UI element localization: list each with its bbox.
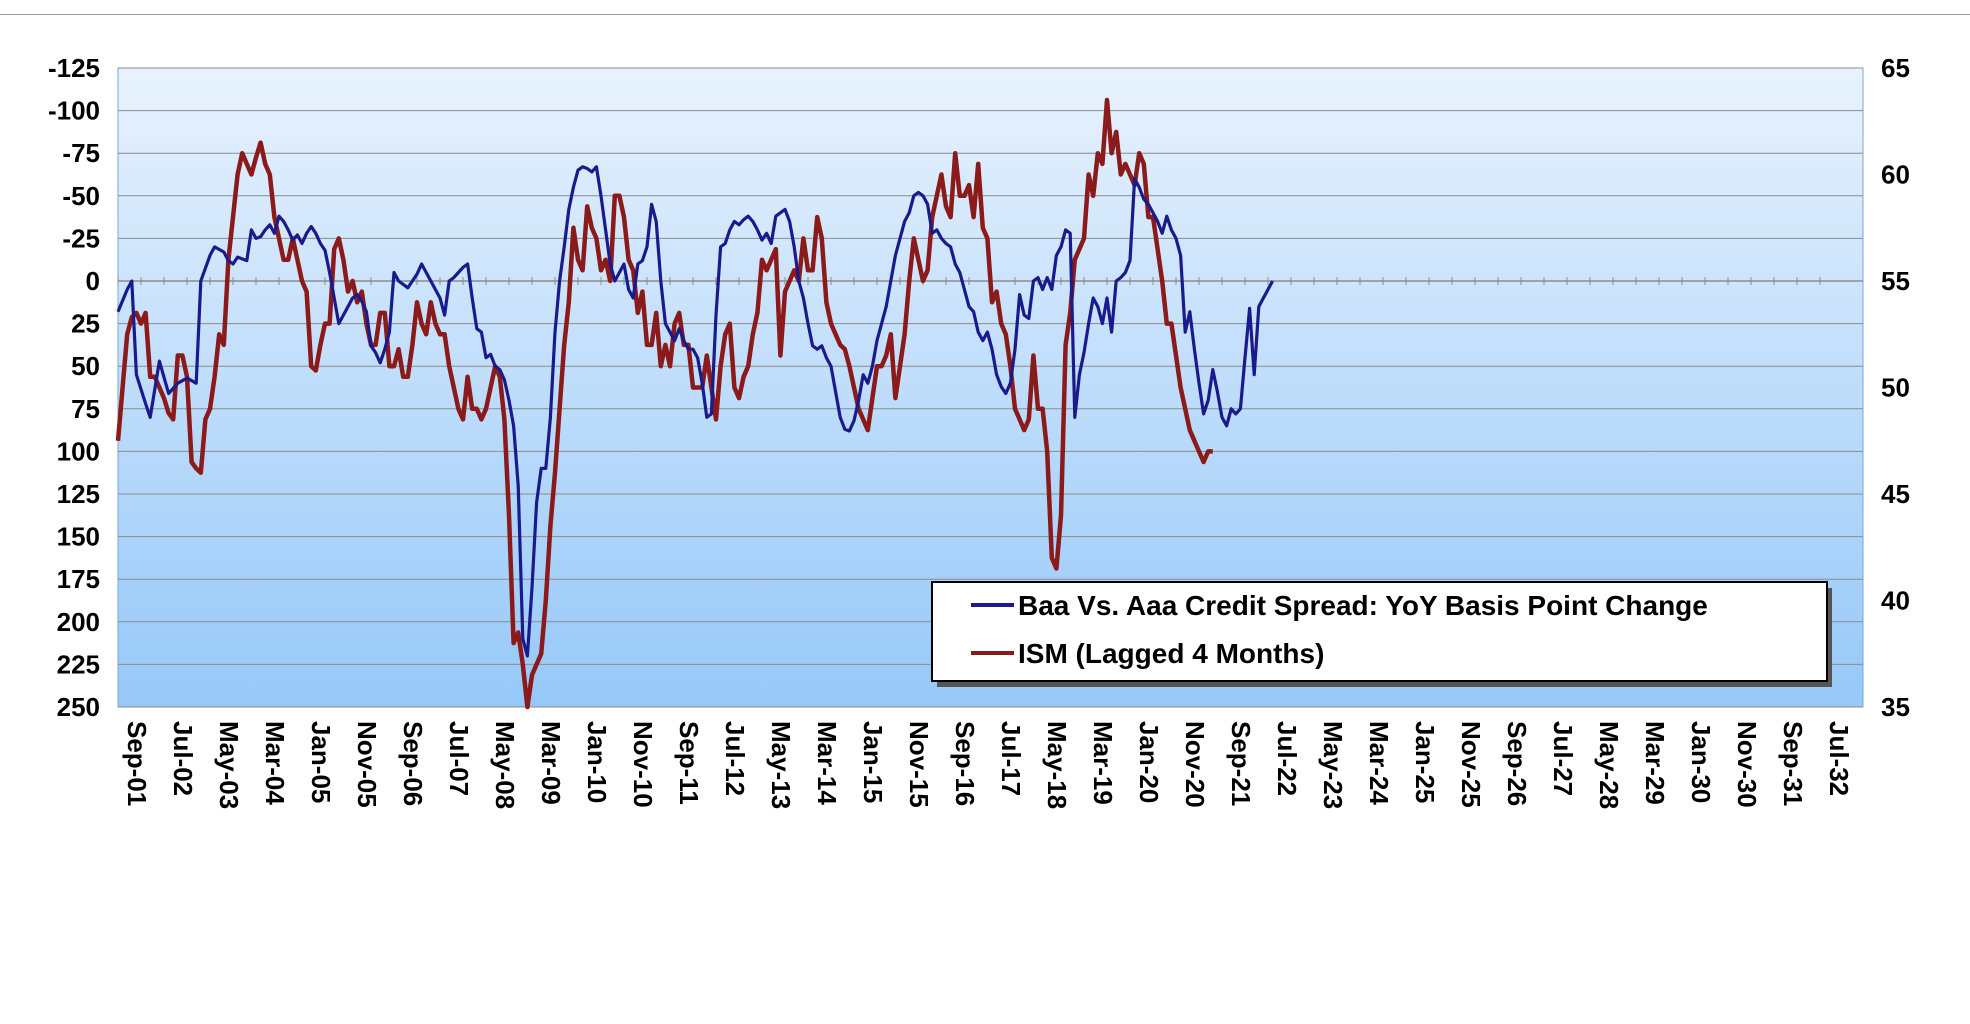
left-tick-label: 175 bbox=[57, 564, 100, 594]
right-tick-label: 55 bbox=[1881, 266, 1910, 296]
x-tick-label: May-08 bbox=[490, 721, 520, 809]
x-tick-label: Sep-11 bbox=[674, 721, 704, 805]
left-tick-label: 250 bbox=[57, 692, 100, 722]
x-axis: Sep-01 Jul-02 May-03 Mar-04 Jan-05 Nov-05 Sep-… bbox=[122, 721, 1854, 809]
legend-box bbox=[931, 581, 1828, 682]
x-tick-label: Jan-10 bbox=[582, 721, 612, 803]
x-tick-label: Nov-30 bbox=[1732, 721, 1762, 808]
x-tick-label: Jan-30 bbox=[1686, 721, 1716, 803]
left-tick-label: 225 bbox=[57, 649, 100, 679]
x-tick-label: Jan-20 bbox=[1134, 721, 1164, 803]
x-tick-label: Jan-05 bbox=[306, 721, 336, 803]
x-tick-label: May-28 bbox=[1594, 721, 1624, 809]
left-tick-label: 50 bbox=[71, 351, 100, 381]
x-tick-label: Mar-19 bbox=[1088, 721, 1118, 805]
legend-label-ism: ISM (Lagged 4 Months) bbox=[1018, 638, 1324, 669]
left-tick-label: -125 bbox=[48, 53, 100, 83]
x-tick-label: Jul-22 bbox=[1272, 721, 1302, 796]
right-tick-label: 45 bbox=[1881, 479, 1910, 509]
legend-label-spread: Baa Vs. Aaa Credit Spread: YoY Basis Poi… bbox=[1018, 590, 1708, 621]
x-tick-label: Jul-32 bbox=[1824, 721, 1854, 796]
x-tick-label: May-23 bbox=[1318, 721, 1348, 809]
x-tick-label: Mar-04 bbox=[260, 721, 290, 805]
x-tick-label: Jul-17 bbox=[996, 721, 1026, 796]
x-tick-label: Sep-26 bbox=[1502, 721, 1532, 806]
x-tick-label: Sep-31 bbox=[1778, 721, 1808, 806]
left-tick-label: 125 bbox=[57, 479, 100, 509]
left-tick-label: 25 bbox=[71, 309, 100, 339]
x-tick-label: Sep-16 bbox=[950, 721, 980, 806]
x-tick-label: Mar-14 bbox=[812, 721, 842, 805]
right-tick-label: 65 bbox=[1881, 53, 1910, 83]
x-tick-label: Nov-25 bbox=[1456, 721, 1486, 808]
x-tick-label: Jul-02 bbox=[168, 721, 198, 796]
line-chart: -125 -100 -75 -50 -25 0 25 50 75 100 125 150 175 200 2… bbox=[48, 53, 1910, 809]
x-tick-label: Sep-06 bbox=[398, 721, 428, 806]
x-tick-label: Mar-29 bbox=[1640, 721, 1670, 805]
series-line-ism bbox=[115, 97, 1213, 710]
right-tick-label: 40 bbox=[1881, 586, 1910, 616]
right-axis: 65 60 55 50 45 40 35 bbox=[1881, 53, 1910, 722]
left-tick-label: 100 bbox=[57, 436, 100, 466]
left-tick-label: -50 bbox=[62, 181, 100, 211]
x-tick-label: Sep-01 bbox=[122, 721, 152, 806]
chart-frame: -125 -100 -75 -50 -25 0 25 50 75 100 125 150 175 200 2… bbox=[0, 14, 1970, 1015]
left-tick-label: -75 bbox=[62, 138, 100, 168]
left-tick-label: 75 bbox=[71, 394, 100, 424]
x-tick-label: Jul-12 bbox=[720, 721, 750, 796]
left-axis: -125 -100 -75 -50 -25 0 25 50 75 100 125 150 175 200 2… bbox=[48, 53, 100, 722]
x-tick-label: Mar-09 bbox=[536, 721, 566, 805]
x-tick-label: Nov-05 bbox=[352, 721, 382, 808]
right-tick-label: 50 bbox=[1881, 373, 1910, 403]
x-tick-label: May-03 bbox=[214, 721, 244, 809]
x-tick-label: May-13 bbox=[766, 721, 796, 809]
x-tick-label: Jan-15 bbox=[858, 721, 888, 803]
x-tick-label: Sep-21 bbox=[1226, 721, 1256, 806]
x-tick-label: Jul-07 bbox=[444, 721, 474, 796]
legend: Baa Vs. Aaa Credit Spread: YoY Basis Poi… bbox=[931, 581, 1832, 687]
left-tick-label: 150 bbox=[57, 522, 100, 552]
left-tick-label: -100 bbox=[48, 96, 100, 126]
x-tick-label: Nov-10 bbox=[628, 721, 658, 808]
right-tick-label: 60 bbox=[1881, 160, 1910, 190]
x-tick-label: May-18 bbox=[1042, 721, 1072, 809]
x-tick-label: Jan-25 bbox=[1410, 721, 1440, 803]
left-tick-label: 0 bbox=[86, 266, 100, 296]
x-tick-label: Nov-15 bbox=[904, 721, 934, 808]
x-tick-label: Mar-24 bbox=[1364, 721, 1394, 805]
series-layer bbox=[115, 97, 1275, 710]
left-tick-label: -25 bbox=[62, 223, 100, 253]
x-tick-label: Jul-27 bbox=[1548, 721, 1578, 796]
series-line-spread bbox=[116, 165, 1275, 658]
x-tick-label: Nov-20 bbox=[1180, 721, 1210, 808]
right-tick-label: 35 bbox=[1881, 692, 1910, 722]
left-tick-label: 200 bbox=[57, 607, 100, 637]
